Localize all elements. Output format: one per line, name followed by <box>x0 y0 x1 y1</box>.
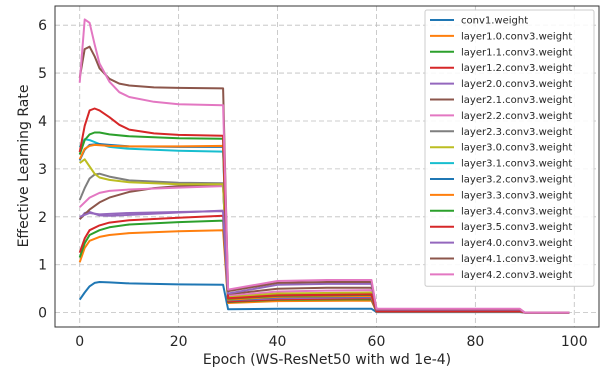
legend-label: layer1.1.conv3.weight <box>461 47 572 58</box>
legend-label: layer3.3.conv3.weight <box>461 190 572 201</box>
plot-frame <box>54 5 600 328</box>
y-axis-label: Effective Learning Rate <box>16 85 32 248</box>
legend-box <box>424 9 595 287</box>
legend-label: layer3.0.conv3.weight <box>461 143 572 154</box>
x-tick-label: 80 <box>466 334 484 350</box>
y-tick-label: 6 <box>38 18 47 34</box>
legend-label: layer2.3.conv3.weight <box>461 127 572 138</box>
x-tick-label: 20 <box>170 334 188 350</box>
y-tick-label: 0 <box>38 306 47 322</box>
legend-label: layer3.2.conv3.weight <box>461 175 572 186</box>
legend-label: layer3.4.conv3.weight <box>461 206 572 217</box>
legend-label: layer2.1.conv3.weight <box>461 95 572 106</box>
series-lines <box>78 18 570 314</box>
x-axis-label: Epoch (WS-ResNet50 with wd 1e-4) <box>203 352 451 368</box>
legend-label: layer2.2.conv3.weight <box>461 111 572 122</box>
x-tick-label: 100 <box>561 334 588 350</box>
y-tick-label: 3 <box>38 162 47 178</box>
legend-label: layer1.2.conv3.weight <box>461 63 572 74</box>
y-tick-label: 5 <box>38 66 47 82</box>
legend: conv1.weight layer1.0.conv3.weight layer1.… <box>424 9 595 287</box>
y-tick-label: 4 <box>38 114 47 130</box>
series-line <box>78 107 570 314</box>
axis-ticks: 0 20 40 60 80 100 0 1 2 3 4 5 6 <box>38 18 588 350</box>
legend-label: layer2.0.conv3.weight <box>461 79 572 90</box>
legend-label: layer4.1.conv3.weight <box>461 254 572 265</box>
x-tick-label: 40 <box>269 334 287 350</box>
legend-label: layer4.0.conv3.weight <box>461 238 572 249</box>
x-tick-label: 0 <box>75 334 84 350</box>
legend-label: conv1.weight <box>461 16 528 27</box>
legend-label: layer3.5.conv3.weight <box>461 222 572 233</box>
legend-label: layer1.0.conv3.weight <box>461 31 572 42</box>
y-tick-label: 2 <box>38 210 47 226</box>
legend-label: layer3.1.conv3.weight <box>461 159 572 170</box>
x-tick-label: 60 <box>368 334 386 350</box>
series-line <box>78 18 570 314</box>
y-tick-label: 1 <box>38 258 47 274</box>
legend-label: layer4.2.conv3.weight <box>461 270 572 281</box>
